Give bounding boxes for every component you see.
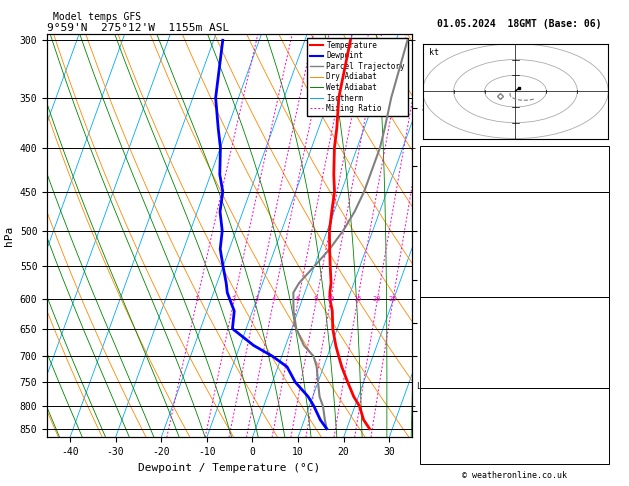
Text: 9°59'N  275°12'W  1155m ASL: 9°59'N 275°12'W 1155m ASL: [47, 23, 230, 33]
Text: 8: 8: [314, 296, 318, 302]
Text: Temp (°C): Temp (°C): [425, 211, 474, 221]
Text: EH: EH: [425, 407, 436, 416]
Text: 39: 39: [595, 165, 606, 174]
Text: 1: 1: [600, 255, 606, 264]
Text: 10: 10: [326, 296, 335, 302]
Text: 15: 15: [353, 296, 362, 302]
Text: PW (cm): PW (cm): [425, 179, 463, 189]
Text: Most Unstable: Most Unstable: [479, 302, 550, 311]
Text: 23: 23: [595, 150, 606, 159]
Text: 30°: 30°: [589, 436, 606, 445]
Text: StmSpd (kt): StmSpd (kt): [425, 451, 484, 460]
Text: Hodograph: Hodograph: [491, 392, 538, 401]
Text: SREH: SREH: [425, 421, 447, 431]
Text: K: K: [425, 150, 431, 159]
Text: 25: 25: [388, 296, 397, 302]
Text: kt: kt: [429, 49, 439, 57]
Text: 1: 1: [600, 346, 606, 355]
Text: 25.7: 25.7: [584, 211, 606, 221]
Text: 1: 1: [194, 296, 199, 302]
Text: 20: 20: [373, 296, 381, 302]
Text: CIN (J): CIN (J): [425, 284, 463, 294]
Text: 2.36: 2.36: [584, 179, 606, 189]
Text: 15.6: 15.6: [584, 226, 606, 235]
Text: 7: 7: [600, 270, 606, 279]
Text: © weatheronline.co.uk: © weatheronline.co.uk: [462, 471, 567, 480]
Text: Lifted Index: Lifted Index: [425, 346, 490, 355]
Text: Lifted Index: Lifted Index: [425, 255, 490, 264]
Text: 01.05.2024  18GMT (Base: 06): 01.05.2024 18GMT (Base: 06): [437, 19, 601, 30]
Text: 0: 0: [600, 375, 606, 384]
Text: 347: 347: [589, 331, 606, 340]
Text: CAPE (J): CAPE (J): [425, 270, 468, 279]
Text: Pressure (mb): Pressure (mb): [425, 316, 495, 326]
Text: θₑ(K): θₑ(K): [425, 241, 452, 250]
Text: 887: 887: [589, 316, 606, 326]
Text: 0: 0: [600, 284, 606, 294]
Text: Dewp (°C): Dewp (°C): [425, 226, 474, 235]
Text: Totals Totals: Totals Totals: [425, 165, 495, 174]
Text: CIN (J): CIN (J): [425, 375, 463, 384]
Text: Surface: Surface: [496, 197, 533, 206]
Text: 1: 1: [600, 407, 606, 416]
Text: StmDir: StmDir: [425, 436, 457, 445]
Y-axis label: hPa: hPa: [4, 226, 14, 246]
Text: 2: 2: [600, 451, 606, 460]
X-axis label: Dewpoint / Temperature (°C): Dewpoint / Temperature (°C): [138, 463, 321, 473]
Y-axis label: km
ASL: km ASL: [439, 226, 455, 245]
Text: Model temps GFS: Model temps GFS: [53, 12, 142, 22]
Text: 6: 6: [296, 296, 300, 302]
Text: 3: 3: [254, 296, 259, 302]
Text: 2: 2: [231, 296, 236, 302]
Text: 347: 347: [589, 241, 606, 250]
Legend: Temperature, Dewpoint, Parcel Trajectory, Dry Adiabat, Wet Adiabat, Isotherm, Mi: Temperature, Dewpoint, Parcel Trajectory…: [306, 38, 408, 116]
Text: 7: 7: [600, 360, 606, 369]
Text: LCL: LCL: [416, 382, 431, 392]
Text: CAPE (J): CAPE (J): [425, 360, 468, 369]
Text: 0: 0: [600, 421, 606, 431]
Text: 4: 4: [271, 296, 276, 302]
Text: θₑ (K): θₑ (K): [425, 331, 457, 340]
